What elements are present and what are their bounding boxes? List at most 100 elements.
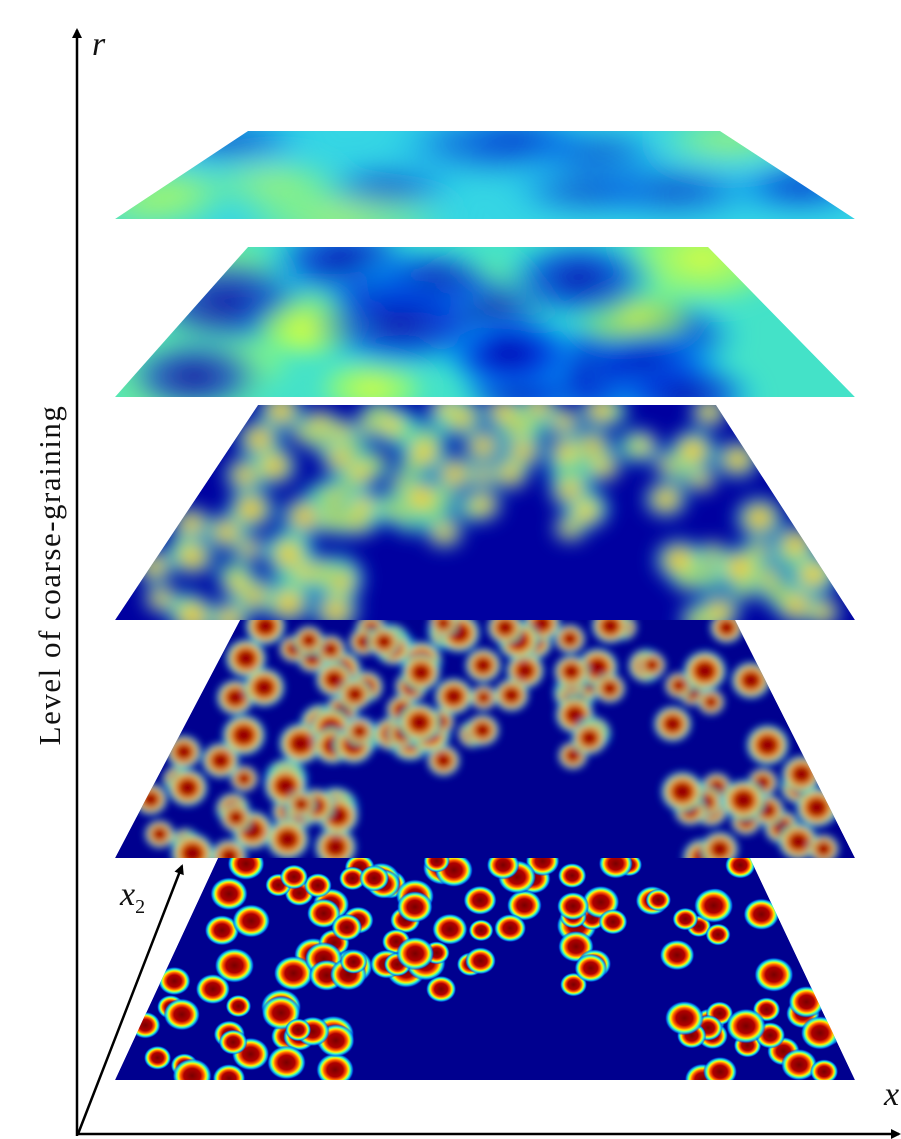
particle bbox=[660, 771, 704, 813]
particle bbox=[808, 834, 840, 864]
particle bbox=[706, 923, 731, 945]
particle bbox=[133, 783, 168, 816]
particle bbox=[665, 1001, 704, 1036]
particle bbox=[493, 678, 529, 712]
particle bbox=[653, 705, 692, 742]
axis-label: x bbox=[883, 1076, 899, 1113]
particle bbox=[286, 790, 316, 818]
particle bbox=[543, 432, 589, 471]
particle bbox=[795, 787, 839, 828]
particle bbox=[464, 648, 502, 683]
particle bbox=[683, 650, 727, 692]
particle bbox=[215, 948, 255, 983]
particle bbox=[220, 802, 253, 833]
axis-title: Level of coarse-graining bbox=[32, 405, 67, 746]
particle bbox=[469, 919, 494, 941]
particle bbox=[571, 721, 608, 756]
particle bbox=[172, 1058, 212, 1093]
particle bbox=[487, 453, 534, 493]
particle bbox=[802, 594, 844, 629]
particle bbox=[785, 550, 841, 598]
particle bbox=[594, 673, 627, 704]
particle bbox=[130, 1012, 161, 1039]
particle bbox=[553, 655, 589, 689]
particle bbox=[743, 898, 779, 930]
particle bbox=[133, 548, 178, 586]
particle bbox=[557, 892, 589, 920]
layer bbox=[115, 846, 855, 1095]
particle bbox=[494, 914, 526, 942]
particle bbox=[144, 1046, 172, 1070]
particle bbox=[158, 967, 191, 996]
particle bbox=[645, 889, 671, 912]
particle bbox=[480, 392, 527, 432]
field-patch bbox=[112, 330, 276, 422]
particle bbox=[344, 489, 384, 523]
particle bbox=[638, 651, 667, 678]
particle bbox=[340, 950, 367, 974]
axis-label-subscript: 2 bbox=[135, 896, 145, 918]
particle bbox=[226, 995, 252, 1018]
particle bbox=[338, 678, 373, 711]
particle bbox=[469, 684, 497, 711]
particle bbox=[398, 702, 441, 742]
layer bbox=[115, 387, 855, 642]
field-patch bbox=[198, 158, 350, 208]
layer bbox=[115, 605, 855, 876]
particle bbox=[170, 832, 215, 874]
particle bbox=[267, 1045, 306, 1079]
particle bbox=[232, 904, 270, 937]
particle bbox=[397, 891, 433, 923]
particle bbox=[687, 393, 731, 430]
particle bbox=[338, 453, 383, 491]
particle bbox=[167, 768, 208, 807]
particle bbox=[574, 954, 607, 983]
particle bbox=[293, 625, 325, 655]
particle bbox=[344, 717, 375, 746]
particle bbox=[463, 885, 497, 914]
particle bbox=[554, 624, 586, 654]
particle bbox=[369, 406, 412, 443]
particle bbox=[465, 714, 500, 747]
particle bbox=[396, 937, 434, 971]
particle bbox=[754, 957, 794, 992]
particle bbox=[731, 661, 772, 699]
field-patch bbox=[730, 161, 872, 208]
particle bbox=[599, 909, 628, 935]
particle bbox=[703, 1057, 737, 1087]
particle bbox=[141, 581, 181, 615]
particle bbox=[660, 940, 695, 971]
field-patch bbox=[522, 127, 675, 178]
particle bbox=[721, 779, 766, 822]
figure: r Level of coarse-graining x2 x bbox=[0, 0, 901, 1139]
particle bbox=[788, 986, 824, 1018]
particle bbox=[266, 818, 310, 860]
page: r Level of coarse-graining x2 x (() => {… bbox=[0, 0, 901, 1139]
particle bbox=[801, 1016, 840, 1050]
particle bbox=[394, 474, 449, 521]
particle bbox=[432, 914, 468, 945]
particle bbox=[280, 864, 308, 889]
particle bbox=[217, 565, 259, 601]
particle bbox=[401, 653, 441, 691]
layers bbox=[66, 106, 875, 1095]
particle bbox=[711, 543, 769, 593]
particle bbox=[144, 819, 175, 848]
particle bbox=[460, 485, 505, 523]
particle bbox=[163, 998, 200, 1030]
particle bbox=[745, 724, 790, 766]
particle bbox=[222, 485, 280, 534]
particle bbox=[221, 714, 266, 756]
particle bbox=[694, 888, 734, 923]
particle bbox=[165, 735, 202, 770]
particle bbox=[697, 689, 725, 716]
particle bbox=[212, 1064, 245, 1093]
particle bbox=[210, 877, 248, 910]
particle bbox=[367, 626, 401, 658]
particle bbox=[726, 1008, 766, 1043]
particle bbox=[465, 947, 496, 974]
field-patch bbox=[493, 230, 666, 327]
particle bbox=[672, 908, 698, 931]
particle bbox=[562, 491, 609, 531]
particle bbox=[331, 914, 362, 941]
